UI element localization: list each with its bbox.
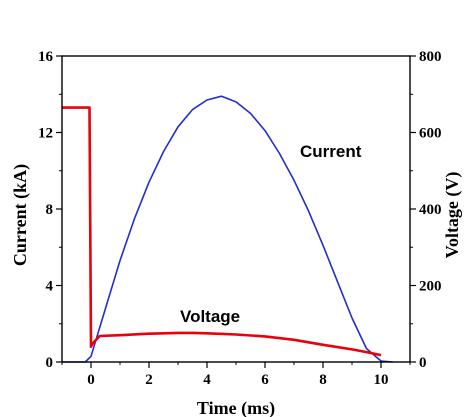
x-tick-label: 4 [203, 372, 211, 388]
x-tick-label: 2 [145, 372, 153, 388]
y-left-tick-label: 12 [38, 126, 53, 142]
annotation-voltage: Voltage [180, 307, 240, 326]
y-left-tick-label: 0 [46, 355, 54, 371]
labels-layer: Current Voltage Time (ms) Current (kA) V… [10, 142, 463, 417]
voltage-series-line [62, 106, 382, 357]
y-right-tick-label: 200 [419, 279, 442, 295]
axes-layer: 0 2 4 6 8 10 0 4 8 12 16 0 200 400 600 800 [38, 49, 442, 388]
x-tick-label: 0 [87, 372, 95, 388]
y-left-axis-title: Current (kA) [10, 164, 31, 266]
x-axis-title: Time (ms) [197, 398, 275, 417]
series-layer [62, 95, 393, 363]
current-series-line [62, 95, 393, 363]
y-left-tick-label: 8 [46, 202, 54, 218]
y-right-tick-label: 0 [419, 355, 427, 371]
y-right-tick-label: 400 [419, 202, 442, 218]
x-tick-label: 10 [374, 372, 389, 388]
y-right-tick-label: 600 [419, 126, 442, 142]
x-tick-label: 8 [319, 372, 327, 388]
y-left-tick-label: 4 [46, 279, 54, 295]
annotation-current: Current [300, 142, 362, 161]
x-tick-label: 6 [261, 372, 269, 388]
y-left-tick-label: 16 [38, 49, 54, 65]
y-right-axis-title: Voltage (V) [442, 172, 463, 259]
y-right-tick-label: 800 [419, 49, 442, 65]
